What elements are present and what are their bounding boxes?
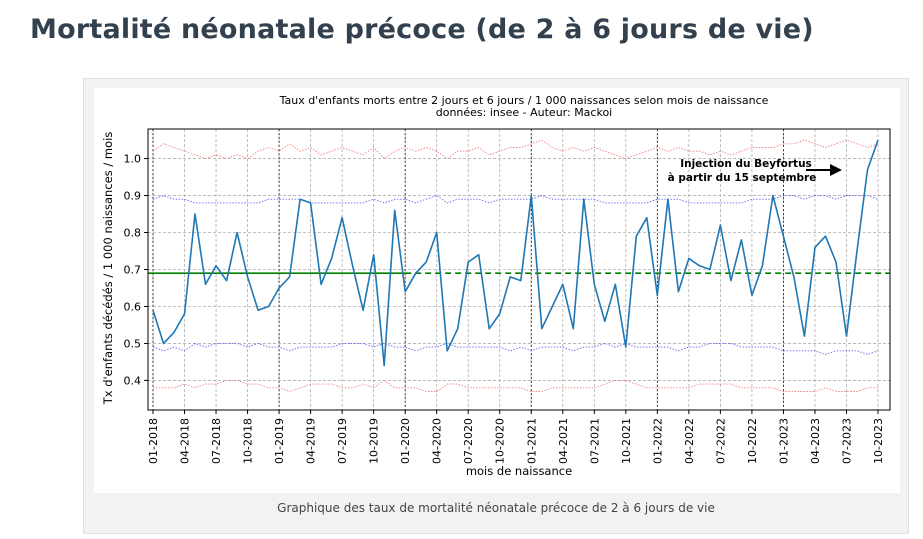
x-tick-label: 01-2019 (273, 418, 286, 464)
x-tick-label: 10-2019 (368, 418, 381, 464)
y-tick-label: 1.0 (124, 153, 142, 166)
band-series-line (152, 139, 879, 160)
x-axis-label: mois de naissance (466, 464, 572, 478)
y-tick-label: 0.9 (124, 190, 142, 203)
x-tick-label: 04-2022 (683, 418, 696, 464)
band-series (152, 139, 879, 392)
y-tick-label: 0.6 (124, 300, 142, 313)
y-tick-label: 0.4 (124, 374, 142, 387)
x-tick-label: 07-2020 (462, 418, 475, 464)
x-tick-label: 01-2018 (147, 418, 160, 464)
x-tick-label: 07-2022 (714, 418, 727, 464)
x-tick-label: 07-2019 (336, 418, 349, 464)
figure-caption: Graphique des taux de mortalité néonatal… (277, 501, 715, 515)
x-tick-label: 04-2018 (179, 418, 192, 464)
x-tick-label: 07-2018 (210, 418, 223, 464)
beyfortus-annotation: Injection du Beyfortus à partir du 15 se… (668, 158, 842, 184)
x-tick-label: 10-2023 (872, 418, 885, 464)
y-axis-ticks: 0.4 0.5 0.6 0.7 0.8 0.9 1.0 (124, 153, 148, 387)
x-tick-label: 10-2022 (746, 418, 759, 464)
x-tick-label: 10-2018 (242, 418, 255, 464)
x-tick-label: 01-2023 (777, 418, 790, 464)
mortality-line-chart: 0.4 0.5 0.6 0.7 0.8 0.9 1.0 01-2018 04-2018 07-2… (94, 88, 900, 493)
chart-title: Taux d'enfants morts entre 2 jours et 6 … (279, 94, 769, 107)
y-axis-label: Tx d'enfants décédés / 1 000 naissances … (101, 132, 115, 406)
figure-card: 0.4 0.5 0.6 0.7 0.8 0.9 1.0 01-2018 04-2018 07-2… (83, 78, 909, 534)
chart-subtitle: données: insee - Auteur: Mackoi (436, 106, 613, 119)
main-series (152, 139, 879, 367)
year-separators (152, 129, 784, 410)
x-tick-label: 04-2023 (809, 418, 822, 464)
y-tick-label: 0.8 (124, 227, 142, 240)
x-tick-label: 10-2021 (620, 418, 633, 464)
x-tick-label: 01-2021 (525, 418, 538, 464)
y-tick-label: 0.5 (124, 337, 142, 350)
y-tick-label: 0.7 (124, 264, 142, 277)
x-axis-ticks: 01-2018 04-2018 07-2018 10-2018 01-2019 04-20… (147, 410, 885, 464)
x-tick-label: 04-2021 (557, 418, 570, 464)
annotation-arrow-head (830, 164, 842, 176)
band-series-line (153, 379, 878, 392)
x-tick-label: 01-2022 (651, 418, 664, 464)
x-tick-label: 04-2019 (305, 418, 318, 464)
chart-background (94, 88, 900, 493)
page-title: Mortalité néonatale précoce (de 2 à 6 jo… (30, 14, 814, 45)
annotation-line-1: Injection du Beyfortus (680, 158, 812, 170)
x-tick-label: 01-2020 (399, 418, 412, 464)
x-tick-label: 07-2023 (840, 418, 853, 464)
band-series-line (152, 195, 879, 204)
x-tick-label: 10-2020 (494, 418, 507, 464)
annotation-line-2: à partir du 15 septembre (668, 172, 817, 184)
main-series-line (152, 139, 879, 367)
x-tick-label: 04-2020 (431, 418, 444, 464)
x-tick-label: 07-2021 (588, 418, 601, 464)
